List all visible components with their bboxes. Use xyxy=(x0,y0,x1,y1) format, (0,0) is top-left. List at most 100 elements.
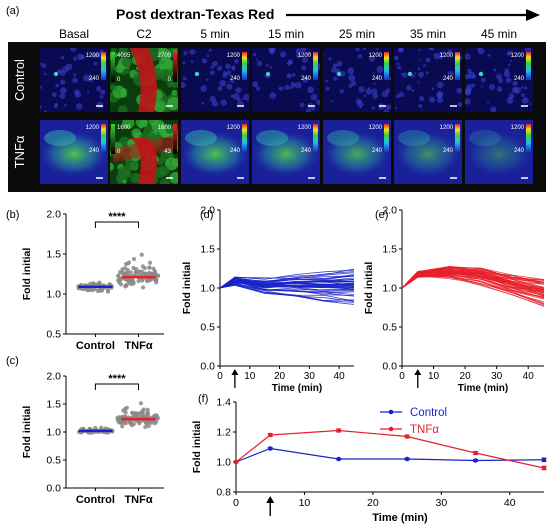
chart-d: (d) 0.0 0.5 1.0 1.5 2.0 Fold initial 0 10 20 30 40 T… xyxy=(181,205,355,394)
significance-stars: **** xyxy=(108,373,126,385)
column-label-2: 5 min xyxy=(200,27,229,41)
colorbar-min: 240 xyxy=(89,76,100,82)
significance-bracket xyxy=(94,383,140,390)
data-point xyxy=(122,414,127,419)
data-point xyxy=(88,281,93,286)
data-point xyxy=(147,265,152,270)
y-tick-label-1: 0.5 xyxy=(382,322,397,334)
colorbar-min: 240 xyxy=(372,76,383,82)
y-axis-title: Fold initial xyxy=(21,406,33,459)
colorbar-max: 1200 xyxy=(511,125,525,131)
series-point xyxy=(336,428,341,433)
data-point xyxy=(146,423,151,429)
tile-tnfa-2: 1200 240 xyxy=(181,120,249,184)
tile-tnfa-0: 1200 240 xyxy=(40,120,108,184)
x-tick-label-0: 0 xyxy=(399,371,405,382)
data-point xyxy=(105,289,111,294)
y-tick-label-2: 1.2 xyxy=(216,427,231,439)
y-tick-label-3: 1.5 xyxy=(200,244,215,256)
tile-tnfa-3: 1200 240 xyxy=(252,120,320,184)
data-point xyxy=(143,424,148,430)
data-point xyxy=(118,282,124,287)
y-axis-title: Fold initial xyxy=(181,262,193,315)
data-point xyxy=(136,278,141,284)
legend-label-1: TNFα xyxy=(410,424,439,436)
y-tick-label-3: 1.5 xyxy=(382,244,397,256)
data-point xyxy=(139,252,144,257)
colorbar-max: 1200 xyxy=(511,53,525,59)
data-point xyxy=(140,285,146,290)
data-point xyxy=(136,411,141,416)
panel-d-label: (d) xyxy=(200,209,213,221)
x-tick-label-3: 30 xyxy=(491,371,503,382)
x-tick-label-0: 0 xyxy=(233,497,239,509)
data-point xyxy=(147,278,152,283)
colorbar-min: 240 xyxy=(443,148,454,154)
colorbar-min: 240 xyxy=(514,76,525,82)
data-point xyxy=(142,266,147,271)
category-label-1: TNFα xyxy=(124,494,152,506)
trace-line xyxy=(401,273,545,299)
x-axis-title: Time (min) xyxy=(272,383,322,394)
colorbar-min: 240 xyxy=(230,76,241,82)
row-label-0: Control xyxy=(12,59,27,101)
tile-control-0: 1200 240 xyxy=(40,48,108,112)
data-point xyxy=(121,272,127,278)
data-point xyxy=(137,421,142,426)
y-axis-title: Fold initial xyxy=(363,262,375,315)
y-axis-title: Fold initial xyxy=(21,248,33,301)
data-point xyxy=(138,269,143,274)
data-point xyxy=(123,410,128,415)
significance-bracket xyxy=(94,221,140,228)
tile-tnfa-1: 1600 0 1600 43 xyxy=(110,120,178,184)
stimulus-arrow-head xyxy=(414,369,422,375)
y-tick-label-3: 2.0 xyxy=(46,209,61,221)
c2-left-min: 0 xyxy=(117,77,121,83)
colorbar-max: 1200 xyxy=(86,125,100,131)
column-label-5: 35 min xyxy=(410,27,446,41)
colorbar-min: 240 xyxy=(514,148,525,154)
chart-b: (b) 0.5 1.0 1.5 2.0 Fold initial Control TNFα **… xyxy=(6,209,164,352)
series-point xyxy=(267,432,273,438)
header-title: Post dextran-Texas Red xyxy=(116,6,274,22)
data-point xyxy=(120,267,125,272)
data-point xyxy=(147,260,153,265)
trace-line xyxy=(219,279,355,289)
data-point xyxy=(97,281,102,287)
trace-line xyxy=(219,281,355,291)
colorbar-max: 1200 xyxy=(298,53,312,59)
y-tick-label-2: 1.0 xyxy=(382,283,397,295)
panel-f-label: (f) xyxy=(198,393,208,405)
colorbar-max: 1200 xyxy=(369,53,383,59)
tile-tnfa-4: 1200 240 xyxy=(323,120,391,184)
x-tick-label-4: 40 xyxy=(334,371,346,382)
data-point xyxy=(115,418,120,423)
tile-control-4: 1200 240 xyxy=(323,48,391,112)
c2-left-max: 1600 xyxy=(117,125,131,131)
c2-right-min: 0 xyxy=(168,77,172,83)
trace-line xyxy=(219,284,355,301)
c2-right-max: 1600 xyxy=(158,125,172,131)
series-line-0 xyxy=(235,447,545,463)
y-tick-label-1: 1.0 xyxy=(46,289,61,301)
data-point xyxy=(134,272,139,277)
panel-a-label: (a) xyxy=(6,5,19,17)
data-point xyxy=(131,279,136,285)
y-tick-label-1: 0.5 xyxy=(46,455,61,467)
data-point xyxy=(153,271,158,277)
column-label-3: 15 min xyxy=(268,27,304,41)
colorbar-min: 240 xyxy=(372,148,383,154)
data-point xyxy=(144,412,150,417)
x-axis-title: Time (min) xyxy=(372,512,428,524)
data-point xyxy=(143,420,149,425)
x-tick-label-0: 0 xyxy=(217,371,223,382)
c2-left-max: 4095 xyxy=(117,53,131,59)
y-tick-label-0: 0.0 xyxy=(382,361,397,373)
colorbar-min: 240 xyxy=(230,148,241,154)
series-point xyxy=(404,456,410,462)
colorbar-max: 1200 xyxy=(440,125,454,131)
trace-line xyxy=(219,281,355,289)
y-tick-label-0: 0.0 xyxy=(46,483,61,495)
y-tick-label-0: 0.8 xyxy=(216,487,231,499)
